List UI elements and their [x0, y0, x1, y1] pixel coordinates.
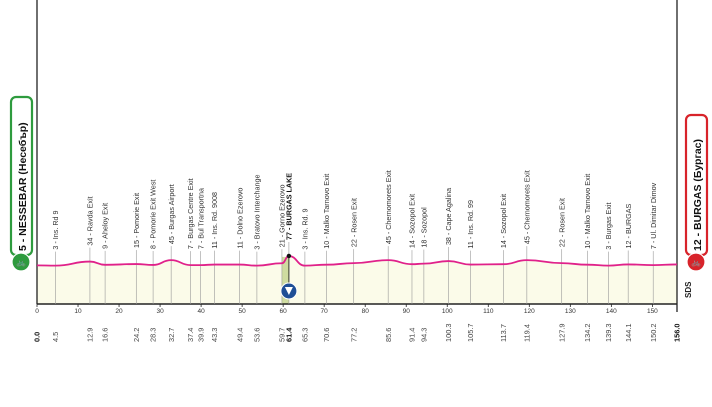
- waypoint-label: 8 - Pomorie Exit West: [149, 180, 158, 249]
- distance-label: 16.6: [101, 328, 110, 342]
- waypoint-label: 22 - Rosen Exit: [349, 198, 358, 247]
- x-tick-label: 110: [483, 308, 494, 315]
- distance-label: 28.3: [149, 328, 158, 342]
- profile-line: [36, 255, 678, 267]
- distance-label: 53.6: [252, 328, 261, 342]
- svg-text:🚲: 🚲: [691, 258, 701, 267]
- distance-label: 4.5: [51, 332, 60, 342]
- waypoint-label: 3 - Bratovo Interchange: [252, 174, 261, 249]
- waypoint-label: 18 - Sozopol: [419, 207, 428, 248]
- distance-label: 77.2: [349, 328, 358, 342]
- distance-label: 61.4: [284, 327, 293, 342]
- distance-label: 156.0: [673, 324, 682, 343]
- waypoint-label: 21 - Gorno Ezerovo: [278, 185, 287, 248]
- distance-label: 0.0: [33, 332, 42, 342]
- x-tick-label: 40: [197, 308, 205, 315]
- distance-label: 85.6: [384, 328, 393, 342]
- distance-label: 134.2: [583, 324, 592, 343]
- waypoint-label: 45 - Chernomorets Exit: [522, 170, 531, 244]
- x-tick-label: 20: [115, 308, 123, 315]
- x-tick-label: 50: [239, 308, 247, 315]
- start-badge: 5 - NESSEBAR (Несебър) 🚲: [9, 95, 34, 272]
- distance-label: 59.7: [278, 328, 287, 342]
- waypoint-label: 14 - Sozopol Exit: [499, 194, 508, 248]
- x-tick-label: 140: [606, 308, 617, 315]
- distance-label: 24.2: [132, 328, 141, 342]
- waypoint-label: 45 - Burgas Airport: [167, 184, 176, 244]
- x-tick-label: 120: [524, 308, 535, 315]
- distance-label: 144.1: [624, 324, 633, 343]
- waypoint-label: 11 - Dolno Ezerovo: [235, 188, 244, 249]
- distance-label: 70.6: [322, 328, 331, 342]
- distance-label: 105.7: [466, 324, 475, 343]
- waypoint-label: 45 - Chernomorets Exit: [384, 170, 393, 244]
- sprint-triangle-icon: [284, 287, 293, 295]
- waypoint-label: 7 - Burgas Centre Exit: [186, 178, 195, 249]
- distance-label: 113.7: [499, 324, 508, 342]
- finish-cyclist-icon: [686, 252, 706, 272]
- x-tick-label: 100: [442, 308, 453, 315]
- waypoint-label: 7 - Ul. Dimitar Dimov: [649, 182, 658, 249]
- waypoint-label: 77 - BURGAS LAKE: [284, 173, 293, 240]
- x-tick-label: 30: [156, 308, 164, 315]
- finish-label: 12 - BURGAS (Бургас): [692, 139, 704, 251]
- distance-label: 139.3: [604, 324, 613, 343]
- waypoint-label: 7 - Bul Transportna: [196, 188, 205, 249]
- distance-label: 39.9: [196, 328, 205, 342]
- finish-badge: 12 - BURGAS (Бургас) 🚲: [684, 113, 709, 272]
- waypoint-label: 3 - Burgas Exit: [604, 202, 613, 249]
- distance-label: 91.4: [408, 328, 417, 342]
- distance-label: 12.9: [86, 328, 95, 342]
- waypoint-label: 10 - Malko Tarnovo Exit: [583, 174, 592, 249]
- distance-label: 49.4: [235, 328, 244, 342]
- distance-label: 94.3: [419, 328, 428, 342]
- x-tick-label: 80: [362, 308, 370, 315]
- x-tick-label: 60: [280, 308, 288, 315]
- distance-label: 127.9: [557, 324, 566, 343]
- x-tick-label: 150: [647, 308, 658, 315]
- distance-label: 65.3: [300, 328, 309, 342]
- x-tick-label: 0: [35, 308, 39, 315]
- distance-label: 37.4: [186, 328, 195, 342]
- x-tick-label: 90: [403, 308, 411, 315]
- waypoint-label: 11 - Ins. Rd. 99: [466, 200, 475, 249]
- distance-label: 119.4: [522, 324, 531, 342]
- waypoint-label: 15 - Pomorie Exit: [132, 193, 141, 248]
- distance-label: 100.3: [444, 324, 453, 343]
- waypoint-label: 10 - Malko Tarnovo Exit: [322, 174, 331, 249]
- waypoint-label: 3 - Ins. Rd 9: [51, 210, 60, 249]
- distance-label: 150.2: [649, 324, 658, 343]
- sprint-zone: [281, 256, 289, 304]
- waypoint-label: 11 - Ins. Rd. 9008: [210, 192, 219, 249]
- waypoint-label: 38 - Cape Agalina: [444, 188, 453, 245]
- x-tick-label: 70: [321, 308, 329, 315]
- distance-label: 43.3: [210, 328, 219, 342]
- start-cyclist-icon: [11, 252, 31, 272]
- waypoint-label: 3 - Ins. Rd. 9: [300, 208, 309, 249]
- start-label: 5 - NESSEBAR (Несебър): [17, 122, 29, 251]
- x-tick-label: 10: [74, 308, 82, 315]
- x-tick-label: 130: [565, 308, 576, 315]
- distance-label: 32.7: [167, 328, 176, 342]
- waypoint-label: 34 - Ravda Exit: [86, 196, 95, 245]
- svg-text:🚲: 🚲: [16, 258, 26, 267]
- waypoint-label: 14 - Sozopol Exit: [408, 194, 417, 248]
- waypoint-label: 12 - BURGAS: [624, 203, 633, 248]
- sds-logo: SDS: [684, 281, 693, 298]
- profile-fill: [37, 255, 677, 304]
- waypoint-label: 22 - Rosen Exit: [557, 198, 566, 247]
- waypoint-label: 9 - Aheloy Exit: [101, 203, 110, 249]
